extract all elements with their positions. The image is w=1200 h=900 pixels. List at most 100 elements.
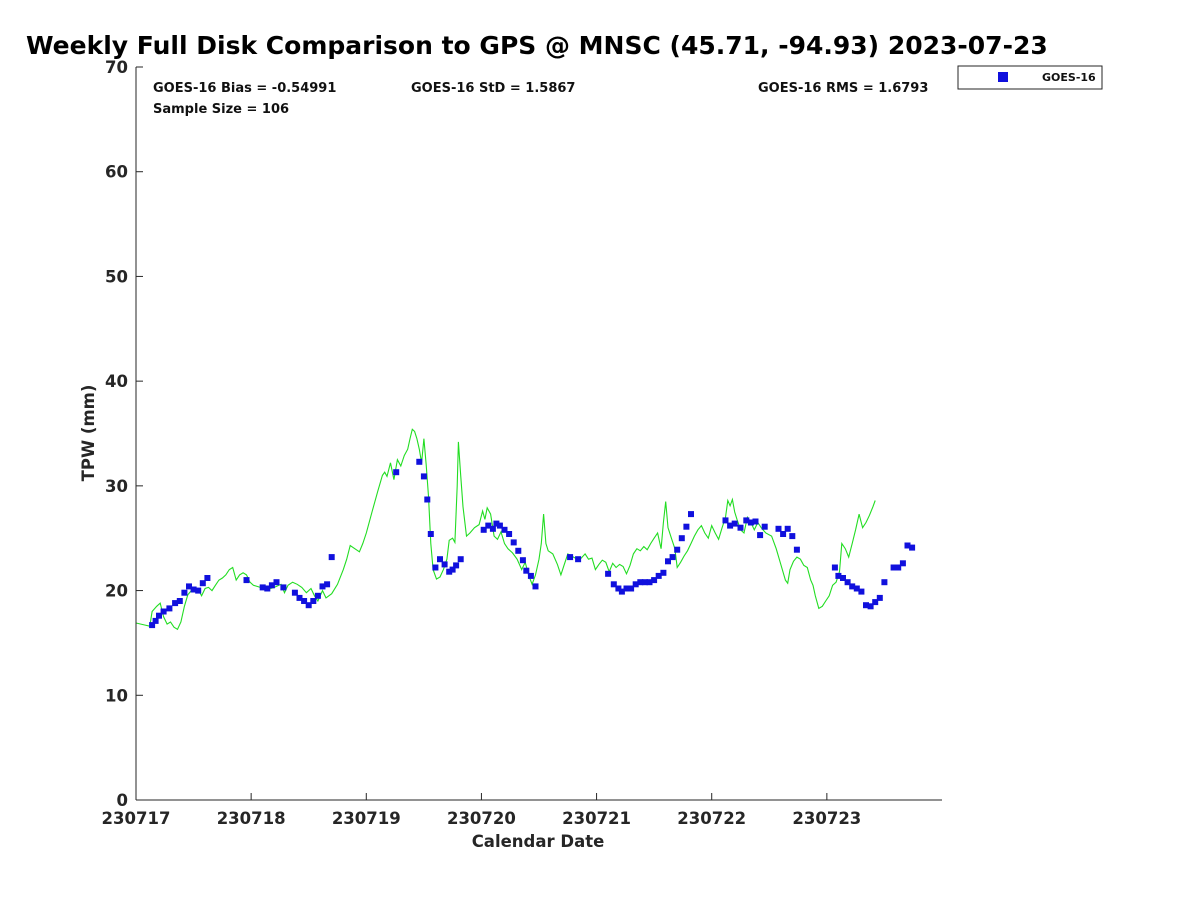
x-tick-label: 230723 <box>792 809 861 828</box>
goes-16-point <box>328 554 335 561</box>
goes-16-point <box>628 585 635 592</box>
y-tick-label: 30 <box>105 477 128 496</box>
goes-16-point <box>618 588 625 595</box>
goes-16-point <box>527 572 534 579</box>
goes-16-point <box>420 473 427 480</box>
goes-16-point <box>904 542 911 549</box>
goes-16-point <box>775 525 782 532</box>
goes-16-point <box>793 546 800 553</box>
goes-16-point <box>615 585 622 592</box>
goes-16-point <box>752 518 759 525</box>
goes-16-point <box>166 605 173 612</box>
goes-16-point <box>204 575 211 581</box>
goes-16-point <box>152 617 159 624</box>
y-tick-label: 10 <box>105 686 128 705</box>
y-tick-label: 40 <box>105 372 128 391</box>
goes-16-point <box>501 526 508 533</box>
goes-16-point <box>731 520 738 527</box>
goes-16-point <box>149 622 156 629</box>
goes-16-point <box>683 523 690 530</box>
goes-16-point <box>190 586 197 593</box>
goes-16-point <box>199 580 206 587</box>
goes-16-point <box>890 564 897 571</box>
goes-16-point <box>181 589 188 596</box>
goes-16-point <box>264 585 271 592</box>
goes-16-point <box>840 575 846 581</box>
goes-16-point <box>849 583 856 590</box>
goes-16-point <box>437 556 443 563</box>
goes-16-point <box>688 511 694 518</box>
x-tick-label: 230717 <box>102 809 171 828</box>
legend-box <box>957 65 1103 90</box>
goes-16-series <box>149 458 916 629</box>
goes-16-point <box>296 594 303 601</box>
goes-16-point <box>899 560 906 567</box>
goes-16-point <box>722 517 729 524</box>
goes-16-point <box>314 592 321 599</box>
goes-16-point <box>605 570 612 577</box>
goes-16-point <box>515 547 522 554</box>
x-tick-label: 230719 <box>332 809 401 828</box>
bias-stat: GOES-16 Bias = -0.54991 <box>153 81 336 96</box>
goes-16-point <box>427 531 434 537</box>
y-axis-label: TPW (mm) <box>79 385 98 482</box>
goes-16-point <box>441 561 448 568</box>
goes-16-point <box>651 577 658 584</box>
goes-16-point <box>835 572 842 579</box>
x-tick-label: 230718 <box>217 809 286 828</box>
rms-stat: GOES-16 RMS = 1.6793 <box>758 81 928 96</box>
goes-16-point <box>310 598 317 604</box>
x-ticks: 230717 230718 230719 230720 230721 230722 2307… <box>102 793 861 828</box>
goes-16-point <box>784 525 791 532</box>
goes-16-point <box>416 458 423 465</box>
goes-16-point <box>747 519 754 526</box>
goes-16-point <box>660 569 667 576</box>
goes-16-point <box>853 585 860 592</box>
goes-16-point <box>446 568 453 575</box>
goes-16-point <box>641 579 648 586</box>
goes-16-point <box>532 583 539 590</box>
goes-16-point <box>789 533 796 540</box>
goes-16-point <box>665 558 671 565</box>
legend-marker-goes-16 <box>998 72 1008 82</box>
goes-16-point <box>780 531 787 537</box>
goes-16-point <box>610 581 617 588</box>
goes-16-point <box>858 588 865 595</box>
goes-16-point <box>523 567 530 574</box>
goes-16-point <box>669 554 676 561</box>
goes-16-point <box>737 524 744 531</box>
y-tick-label: 50 <box>105 267 128 286</box>
goes-16-point <box>485 522 492 529</box>
goes-16-point <box>637 579 644 586</box>
goes-16-point <box>319 583 326 590</box>
y-tick-label: 0 <box>117 791 128 810</box>
goes-16-point <box>453 562 460 569</box>
y-tick-label: 20 <box>105 582 128 601</box>
goes-16-point <box>743 517 750 524</box>
goes-16-point <box>393 469 400 476</box>
goes-16-point <box>301 598 308 604</box>
goes-16-point <box>674 546 681 553</box>
goes-16-point <box>280 584 287 591</box>
legend-label-goes-16: GOES-16 <box>1042 71 1096 84</box>
goes-16-point <box>632 581 639 588</box>
goes-16-point <box>493 520 500 527</box>
goes-16-point <box>172 600 179 607</box>
goes-16-point <box>195 587 202 594</box>
sample-size-stat: Sample Size = 106 <box>153 102 289 117</box>
goes-16-point <box>324 581 331 588</box>
goes-16-point <box>872 599 879 606</box>
goes-16-point <box>259 584 266 591</box>
goes-16-point <box>160 608 167 615</box>
goes-16-point <box>496 522 503 529</box>
goes-16-point <box>678 535 685 542</box>
goes-16-point <box>757 532 764 539</box>
x-tick-label: 230721 <box>562 809 631 828</box>
y-tick-label: 70 <box>105 58 128 77</box>
goes-16-point <box>646 579 653 586</box>
goes-16-point <box>567 554 574 561</box>
goes-16-point <box>291 589 298 596</box>
std-stat: GOES-16 StD = 1.5867 <box>411 81 575 96</box>
goes-16-point <box>876 594 883 601</box>
